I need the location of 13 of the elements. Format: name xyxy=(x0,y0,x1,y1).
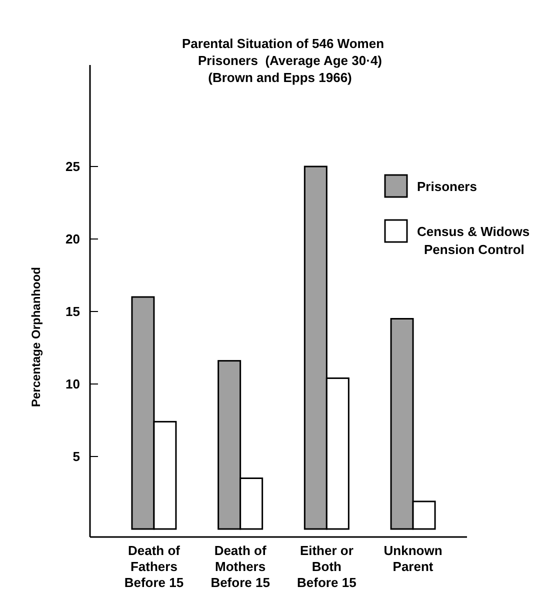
x-tick-label: Death of Fathers Before 15 xyxy=(124,543,184,590)
x-tick-label: Either or Both Before 15 xyxy=(297,543,356,590)
x-tick-label: Unknown Parent xyxy=(384,543,442,574)
y-tick-label: 5 xyxy=(72,449,80,464)
y-tick-label: 20 xyxy=(66,232,80,247)
y-tick-label: 25 xyxy=(66,159,80,174)
x-tick-label: Death of Mothers Before 15 xyxy=(210,543,270,590)
legend-label: Prisoners xyxy=(417,179,477,194)
y-axis-title: Percentage Orphanhood xyxy=(29,266,43,408)
y-tick-label: 15 xyxy=(66,304,80,320)
chart-title: Parental Situation of 546 Women Prisoners (Average Age 30·4) (Brown and Epps 1966) xyxy=(182,36,384,85)
legend-label: Census & Widows Pension Control xyxy=(417,224,530,257)
y-tick-label: 10 xyxy=(66,376,80,392)
